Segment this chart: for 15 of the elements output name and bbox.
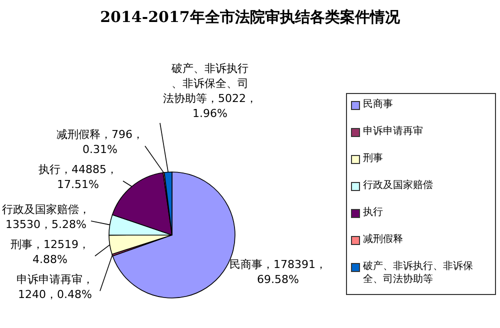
data-label: 减刑假释，796，0.31% xyxy=(56,128,144,156)
legend-label: 刑事 xyxy=(363,152,383,165)
data-label: 民商事，178391，69.58% xyxy=(230,258,326,286)
legend-label: 行政及国家赔偿 xyxy=(363,179,433,192)
data-label: 执行，44885，17.51% xyxy=(38,163,118,191)
legend-label: 破产、非诉执行、非诉保全、司法协助等 xyxy=(363,260,474,286)
legend-label: 执行 xyxy=(363,206,383,219)
data-label: 行政及国家赔偿，13530，5.28% xyxy=(2,203,90,231)
data-label: 破产、非诉执行、非诉保全、司法协助等，5022，1.96% xyxy=(163,62,257,120)
data-label: 申诉申请再审，1240，0.48% xyxy=(16,273,94,301)
chart-title: 2014-2017年全市法院审执结各类案件情况 xyxy=(99,8,401,27)
legend-label: 申诉申请再审 xyxy=(363,125,423,138)
legend-label: 减刑假释 xyxy=(363,233,403,246)
legend-label: 民商事 xyxy=(363,98,393,111)
data-label: 刑事，12519，4.88% xyxy=(10,238,90,266)
